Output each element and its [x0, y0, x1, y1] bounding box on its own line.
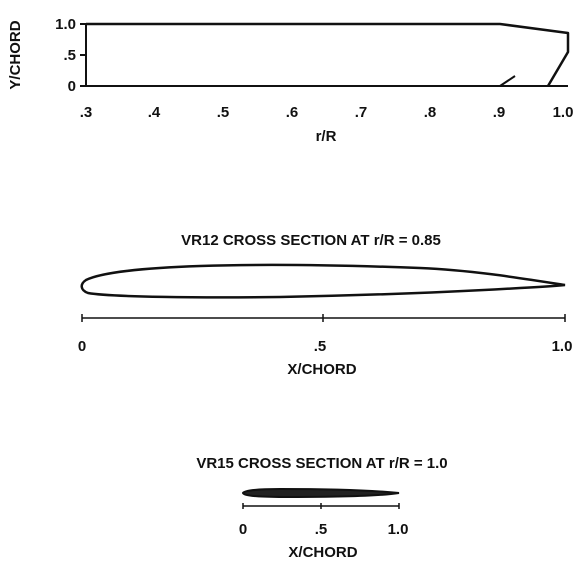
vr12-title: VR12 CROSS SECTION AT r/R = 0.85 [181, 232, 441, 249]
planform-y-axis-label: Y/CHORD [7, 20, 24, 89]
vr15-cross-section: VR15 CROSS SECTION AT r/R = 1.0 0 .5 1.0… [196, 455, 447, 561]
planform-x-axis-label: r/R [316, 128, 337, 145]
vr12-x-axis-label: X/CHORD [287, 361, 356, 378]
planform-xtick-label: 1.0 [553, 104, 574, 121]
planform-xtick-label: .4 [148, 104, 161, 121]
vr15-x-axis-label: X/CHORD [288, 544, 357, 561]
vr12-xtick-label: 1.0 [552, 338, 573, 355]
vr15-xtick-label: .5 [315, 521, 328, 538]
planform-xtick-label: .9 [493, 104, 506, 121]
planform-xtick-label: .3 [80, 104, 93, 121]
planform-ytick-label: .5 [63, 47, 76, 64]
vr12-cross-section: VR12 CROSS SECTION AT r/R = 0.85 0 .5 1.… [78, 232, 573, 378]
planform-diagram: Y/CHORD 1.0 .5 0 .3 .4 .5 .6 .7 .8 .9 1.… [7, 16, 573, 145]
vr12-xtick-label: 0 [78, 338, 86, 355]
blade-planform-outline [86, 22, 570, 87]
vr12-airfoil-profile [80, 263, 566, 299]
planform-xtick-label: .5 [217, 104, 230, 121]
vr15-airfoil-profile [241, 487, 400, 499]
blade-trailing-taper [499, 75, 516, 87]
planform-xtick-label: .8 [424, 104, 437, 121]
vr12-xtick-label: .5 [314, 338, 327, 355]
planform-ytick-label: 0 [68, 78, 76, 95]
vr15-xtick-label: 0 [239, 521, 247, 538]
planform-xtick-label: .6 [286, 104, 299, 121]
vr15-title: VR15 CROSS SECTION AT r/R = 1.0 [196, 455, 447, 472]
planform-ytick-label: 1.0 [55, 16, 76, 33]
vr15-xtick-label: 1.0 [388, 521, 409, 538]
planform-xtick-label: .7 [355, 104, 368, 121]
